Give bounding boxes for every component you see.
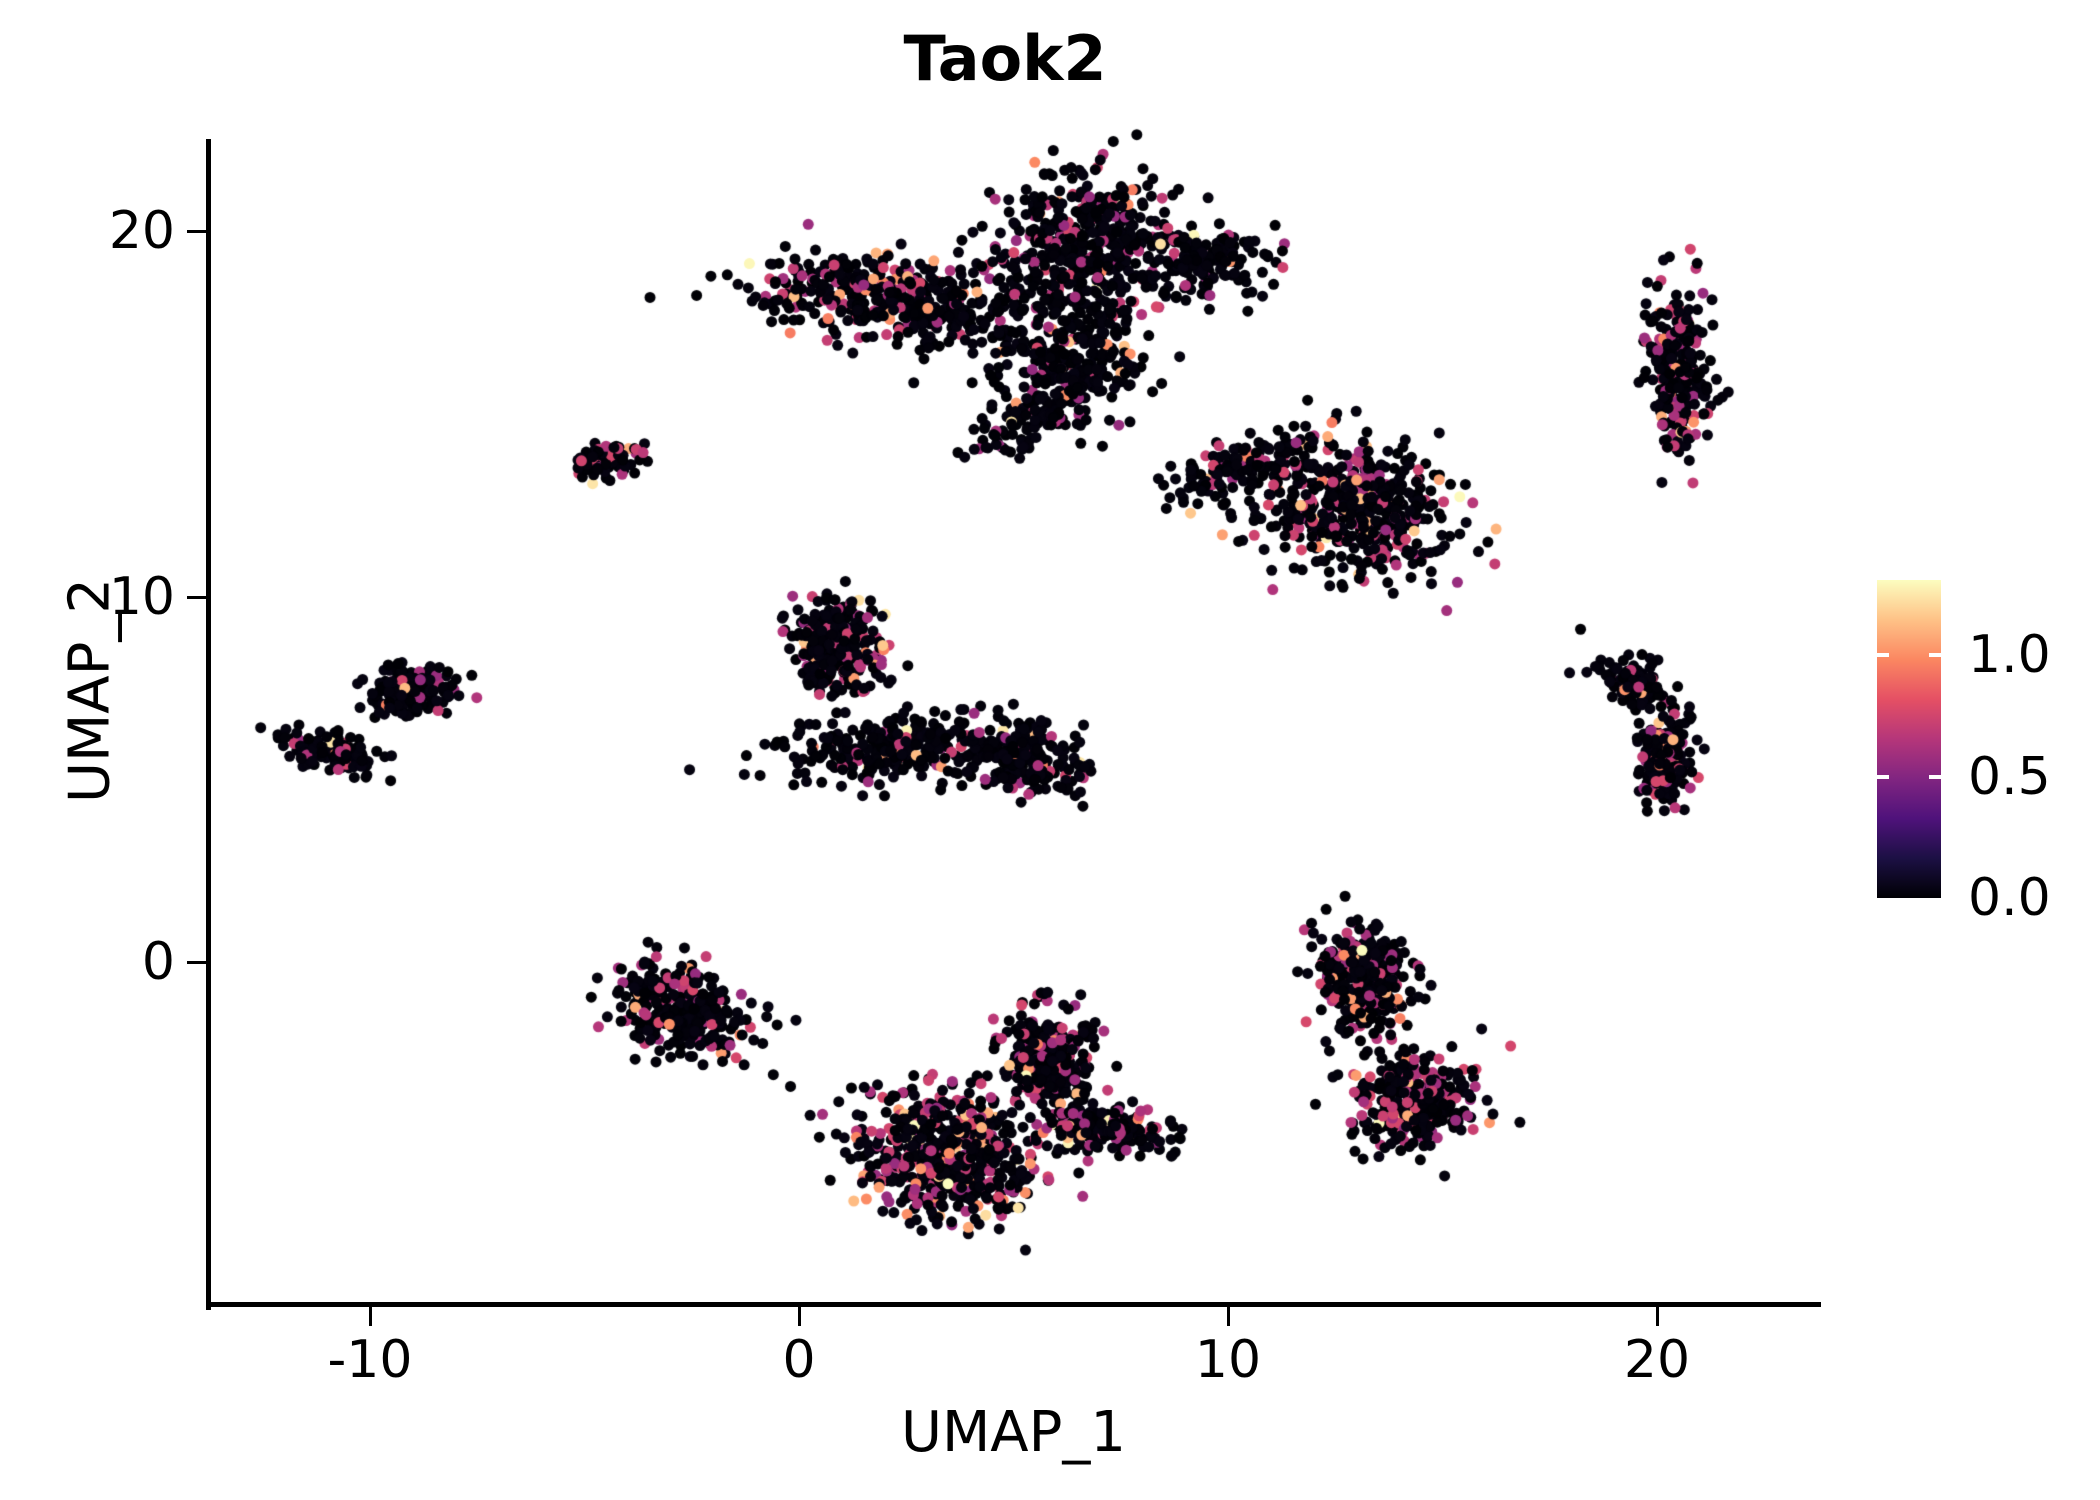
x-tick-label: -10 xyxy=(327,1330,413,1390)
y-tick-mark xyxy=(187,961,206,964)
axis-spine-left xyxy=(206,139,211,1310)
y-axis-label: UMAP_2 xyxy=(57,578,123,804)
x-axis-label: UMAP_1 xyxy=(900,1400,1126,1465)
y-tick-mark xyxy=(187,595,206,599)
colorbar-tick-mark xyxy=(1929,653,1941,658)
colorbar-tick-label: 0.0 xyxy=(1968,868,2051,928)
colorbar-tick-mark xyxy=(1877,774,1889,779)
colorbar-tick-label: 1.0 xyxy=(1968,625,2051,686)
x-tick-label: 0 xyxy=(782,1330,816,1390)
colorbar-tick-mark xyxy=(1877,653,1889,658)
x-tick-mark xyxy=(798,1307,801,1326)
x-tick-mark xyxy=(1656,1307,1659,1326)
colorbar-gradient xyxy=(1877,580,1941,898)
axis-spine-bottom xyxy=(206,1302,1821,1307)
y-tick-label: 20 xyxy=(108,201,175,261)
x-tick-label: 10 xyxy=(1194,1330,1262,1390)
y-tick-mark xyxy=(187,230,206,233)
x-tick-mark xyxy=(1227,1307,1230,1326)
y-tick-label: 10 xyxy=(108,566,175,627)
y-tick-label: 0 xyxy=(141,932,175,992)
colorbar-tick-label: 0.5 xyxy=(1968,746,2051,807)
colorbar xyxy=(1877,580,1941,898)
x-tick-mark xyxy=(369,1307,372,1326)
x-tick-label: 20 xyxy=(1623,1330,1691,1390)
colorbar-tick-mark xyxy=(1929,774,1941,779)
